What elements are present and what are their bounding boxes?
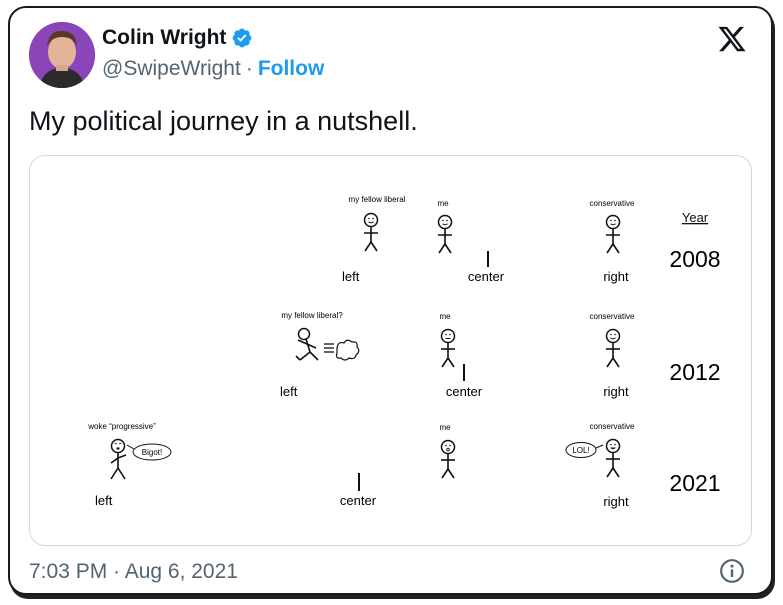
year-label: 2012 [669,359,720,385]
tweet-timestamp[interactable]: 7:03 PM · Aug 6, 2021 [29,560,238,583]
figure-label: my fellow liberal [349,195,406,204]
figure-label: woke “progressive” [87,422,156,431]
center-label: center [446,384,483,399]
stick-figure-conservative [605,214,621,254]
right-label: right [603,269,629,284]
author-handle[interactable]: @SwipeWright [102,57,241,80]
x-logo-icon[interactable] [717,24,747,54]
stick-figure-conservative [605,328,621,368]
year-header: Year [682,210,709,225]
figure-label: me [439,423,451,432]
stick-figure-me [437,214,453,254]
speech-lol: LOL! [572,446,589,455]
stick-figure-conservative [605,438,621,478]
speech-bubble-bigot: Bigot! [126,443,172,461]
figure-label: conservative [590,422,635,431]
avatar[interactable] [29,22,95,88]
separator: · [245,57,253,80]
center-label: center [468,269,505,284]
stick-figure-liberal [363,212,379,252]
author-name-row: Colin Wright [102,26,253,50]
follow-button[interactable]: Follow [257,57,325,80]
handle-row: @SwipeWright · Follow [102,57,324,81]
year-label: 2021 [669,470,720,496]
row-2012: left center right 2012 my fellow liberal… [280,311,721,399]
figure-label: conservative [590,312,635,321]
left-label: left [342,269,360,284]
speech-bubble-lol: LOL! [565,442,604,458]
figure-label: my fellow liberal? [281,311,343,320]
avatar-image [29,22,95,88]
row-2021: left center right 2021 woke “progressive… [87,422,720,509]
verified-badge-icon [233,28,252,48]
left-label: left [95,493,113,508]
row-2008: left center right 2008 my fellow liberal… [342,195,721,284]
tweet-card: Colin Wright @SwipeWright · Follow My po… [8,6,773,595]
speech-bigot: Bigot! [142,448,162,457]
right-label: right [603,384,629,399]
stick-figure-woke [110,438,127,480]
right-label: right [603,494,629,509]
tweet-text: My political journey in a nutshell. [29,106,418,136]
figure-label: me [437,199,449,208]
figure-label: me [439,312,451,321]
figure-label: conservative [590,199,635,208]
tweet-media[interactable]: Year left center right 2008 my fellow li… [29,155,752,546]
stick-figure-me [440,328,456,368]
year-label: 2008 [669,246,720,272]
info-icon[interactable] [719,558,745,584]
political-journey-comic: Year left center right 2008 my fellow li… [87,195,721,509]
author-name[interactable]: Colin Wright [102,26,227,49]
center-label: center [340,493,377,508]
stick-figure-me [440,439,456,479]
left-label: left [280,384,298,399]
running-stick-figure [295,327,360,361]
